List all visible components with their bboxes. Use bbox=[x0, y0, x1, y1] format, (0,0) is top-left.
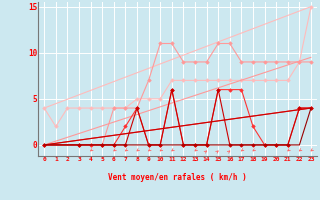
X-axis label: Vent moyen/en rafales ( km/h ): Vent moyen/en rafales ( km/h ) bbox=[108, 174, 247, 182]
